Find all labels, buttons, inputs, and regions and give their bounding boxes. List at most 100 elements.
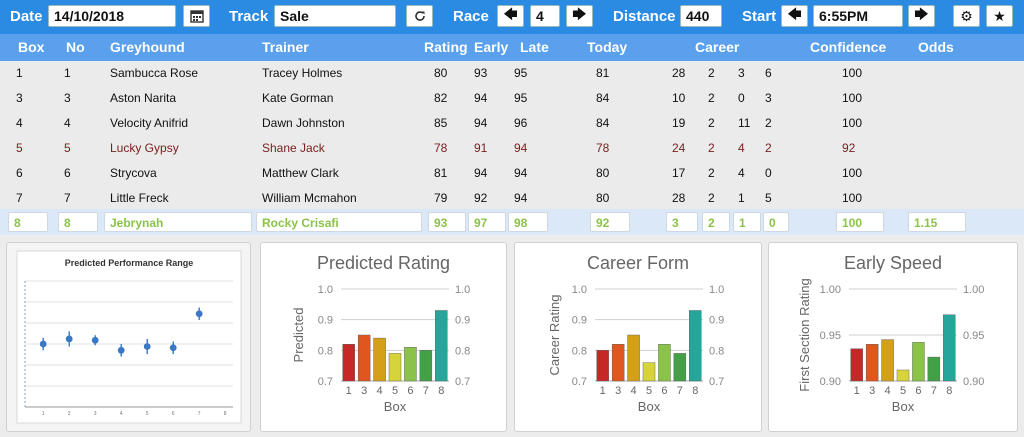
x-tick-label: 6 (915, 385, 921, 397)
col-trainer[interactable]: Trainer (262, 39, 309, 55)
bar (881, 339, 894, 382)
cell-greyhound: Aston Narita (110, 91, 177, 105)
col-greyhound[interactable]: Greyhound (110, 39, 185, 55)
cell-box: 4 (16, 116, 23, 130)
col-early[interactable]: Early (474, 39, 509, 55)
cell-career-3: 2 (765, 141, 772, 155)
bar (850, 348, 863, 382)
cell-career-3: 0 (765, 166, 772, 180)
table-row[interactable]: 3 3 Aston Narita Kate Gorman 82 94 95 84… (0, 86, 1024, 110)
date-input[interactable]: 14/10/2018 (48, 5, 176, 27)
selected-row[interactable]: 8 8 Jebrynah Rocky Crisafi 93 97 98 92 3… (0, 209, 1024, 235)
career-form-panel: Career Form 0.7 0.7 0.8 0.8 0.9 0.9 1.0 1.0 1 3 4 5… (514, 242, 762, 432)
early-speed-panel: Early Speed 0.90 0.90 0.95 0.95 1.00 1.00 1 3 4 5… (768, 242, 1018, 432)
track-input[interactable]: Sale (274, 5, 396, 27)
start-prev-button[interactable]: 🡄 (781, 5, 808, 27)
race-next-button[interactable]: 🡆 (566, 5, 593, 27)
sel-confidence[interactable]: 100 (836, 212, 884, 232)
y-tick-label: 0.7 (572, 376, 587, 388)
sel-trainer[interactable]: Rocky Crisafi (256, 212, 422, 232)
x-tick-label: 3 (361, 385, 367, 397)
cell-early: 92 (474, 191, 488, 205)
col-career[interactable]: Career (695, 39, 740, 55)
sel-career-2[interactable]: 1 (733, 212, 761, 232)
x-axis-label: Box (892, 399, 915, 414)
cell-early: 94 (474, 166, 488, 180)
cell-confidence: 100 (842, 91, 863, 105)
arrow-right-icon: 🡆 (914, 6, 929, 22)
cell-early: 91 (474, 141, 488, 155)
sel-greyhound[interactable]: Jebrynah (104, 212, 252, 232)
sel-career-1[interactable]: 2 (702, 212, 730, 232)
x-tick-label: 6 (407, 385, 413, 397)
x-tick-label: 4 (631, 385, 637, 397)
table-row[interactable]: 4 4 Velocity Anifrid Dawn Johnston 85 94… (0, 111, 1024, 135)
sel-rating[interactable]: 93 (428, 212, 466, 232)
bar (435, 310, 448, 382)
cell-confidence: 100 (842, 66, 863, 80)
start-label: Start (742, 8, 777, 25)
bar (596, 350, 609, 382)
col-box[interactable]: Box (18, 39, 45, 55)
bar (404, 347, 417, 382)
col-confidence[interactable]: Confidence (810, 39, 887, 55)
gear-icon: ⚙ (960, 7, 973, 24)
table-row[interactable]: 5 5 Lucky Gypsy Shane Jack 78 91 94 78 2… (0, 136, 1024, 160)
col-odds[interactable]: Odds (918, 39, 954, 55)
start-next-button[interactable]: 🡆 (908, 5, 935, 27)
x-tick-label: 5 (146, 411, 149, 417)
y-axis-label: Predicted (291, 308, 306, 363)
sel-late[interactable]: 98 (508, 212, 548, 232)
table-row[interactable]: 7 7 Little Freck William Mcmahon 79 92 9… (0, 186, 1024, 210)
cell-no: 5 (64, 141, 71, 155)
sel-no[interactable]: 8 (58, 212, 98, 232)
cell-today: 80 (596, 191, 610, 205)
bar (419, 350, 433, 382)
y-tick-label: 0.9 (318, 315, 333, 327)
performance-range-panel: Predicted Performance Range 1 2 3 4 5 6 7 8 (6, 242, 251, 432)
sel-box[interactable]: 8 (8, 212, 48, 232)
cell-confidence: 100 (842, 191, 863, 205)
col-no[interactable]: No (66, 39, 85, 55)
sel-career-starts[interactable]: 3 (666, 212, 698, 232)
x-tick-label: 1 (600, 385, 606, 397)
start-input[interactable]: 6:55PM (813, 5, 903, 27)
col-late[interactable]: Late (520, 39, 549, 55)
bar (658, 343, 671, 382)
bar (357, 334, 371, 382)
sel-today[interactable]: 92 (590, 212, 630, 232)
cell-career-starts: 17 (672, 166, 686, 180)
col-today[interactable]: Today (587, 39, 628, 55)
y-tick-label: 1.0 (318, 284, 333, 296)
refresh-button[interactable] (406, 5, 433, 27)
sel-career-3[interactable]: 0 (763, 212, 789, 232)
sel-odds[interactable]: 1.15 (908, 212, 966, 232)
cell-today: 84 (596, 91, 610, 105)
bar (673, 353, 687, 382)
bar (373, 337, 386, 382)
x-tick-label: 6 (172, 411, 175, 417)
settings-button[interactable]: ⚙ (953, 5, 980, 27)
table-row[interactable]: 6 6 Strycova Matthew Clark 81 94 94 80 1… (0, 161, 1024, 185)
cell-today: 84 (596, 116, 610, 130)
y2-tick-label: 0.7 (709, 376, 724, 388)
y2-tick-label: 0.90 (963, 376, 984, 388)
race-input[interactable]: 4 (530, 5, 560, 27)
race-label: Race (453, 8, 489, 25)
sel-early[interactable]: 97 (468, 212, 506, 232)
cell-box: 3 (16, 91, 23, 105)
y2-tick-label: 0.8 (709, 345, 724, 357)
cell-career-3: 5 (765, 191, 772, 205)
x-tick-label: 1 (346, 385, 352, 397)
cell-no: 6 (64, 166, 71, 180)
table-row[interactable]: 1 1 Sambucca Rose Tracey Holmes 80 93 95… (0, 61, 1024, 85)
y2-tick-label: 1.00 (963, 284, 984, 296)
distance-input[interactable]: 440 (680, 5, 722, 27)
cell-early: 94 (474, 116, 488, 130)
race-prev-button[interactable]: 🡄 (497, 5, 524, 27)
favorite-button[interactable]: ★ (986, 5, 1013, 27)
col-rating[interactable]: Rating (424, 39, 468, 55)
data-point (91, 336, 99, 344)
calendar-button[interactable] (183, 5, 210, 27)
cell-greyhound: Lucky Gypsy (110, 141, 179, 155)
